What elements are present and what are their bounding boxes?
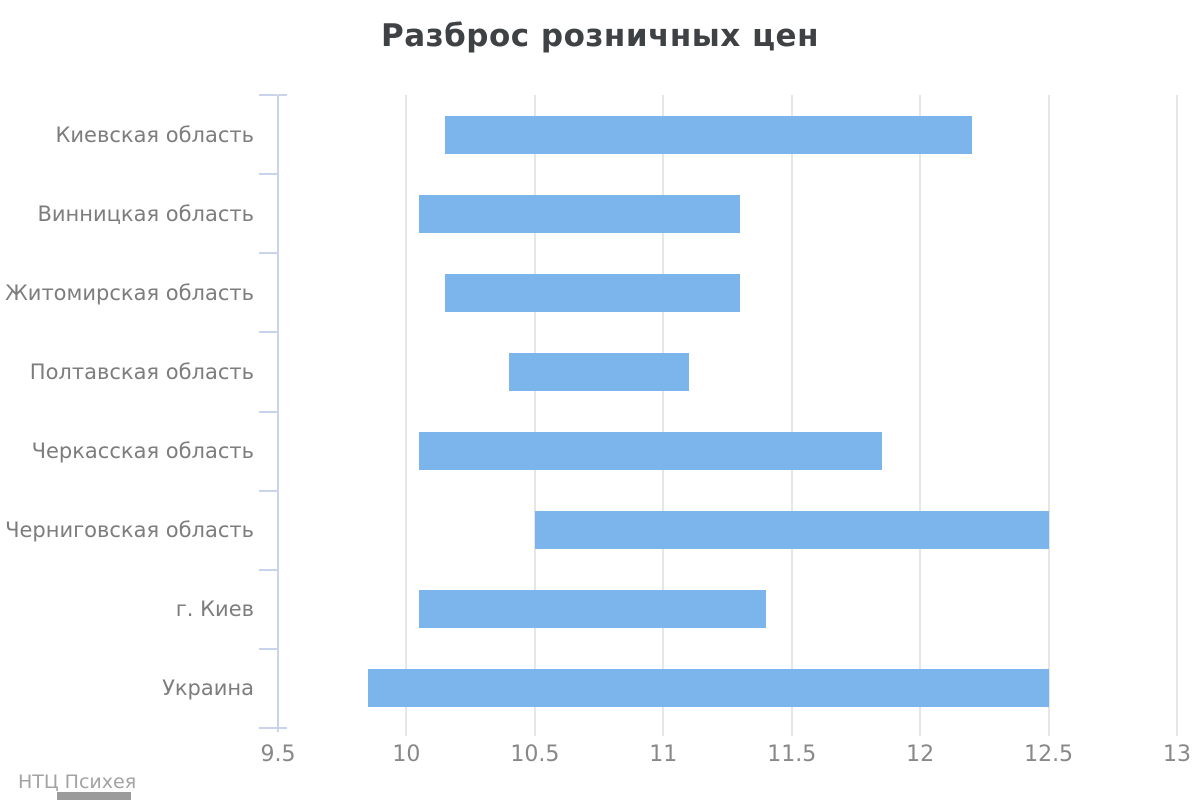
x-tick-label: 10.5 [510,742,560,767]
y-axis-tick [259,489,277,492]
range-bar[interactable] [509,352,689,391]
y-axis-tick [259,173,277,176]
gridline [662,95,665,736]
category-label: Житомирская область [5,280,254,305]
range-bar[interactable] [444,273,741,312]
category-label: Полтавская область [29,359,254,384]
y-axis-tick [259,647,277,650]
range-bar[interactable] [419,590,767,629]
x-tick-label: 11 [649,742,678,767]
bottom-edge-strip [57,792,131,800]
y-axis-tick [259,94,277,96]
x-tick-label: 9.5 [260,742,296,767]
y-axis-tick [259,410,277,413]
y-axis-line [277,95,279,732]
range-bar[interactable] [367,669,1049,708]
category-label: Черниговская область [5,518,254,543]
category-label: Черкасская область [31,439,254,464]
gridline [1047,95,1050,736]
y-axis-tick [259,568,277,571]
y-axis-corner-foot [278,94,287,96]
gridline [533,95,536,736]
gridline [1176,95,1178,736]
category-label: г. Киев [175,597,254,622]
gridline [405,95,408,736]
category-label: Киевская область [55,122,254,147]
source-watermark: НТЦ Психея [18,771,137,793]
y-axis-corner-foot [278,727,287,729]
chart-title: Разброс розничных цен [380,18,820,54]
category-label: Винницкая область [37,201,254,226]
range-bar[interactable] [444,115,972,154]
x-tick-label: 11.5 [767,742,817,767]
x-tick-label: 12.5 [1024,742,1074,767]
category-label: Украина [162,676,254,701]
range-bar[interactable] [534,511,1049,550]
y-axis-tick [259,331,277,334]
x-tick-label: 13 [1163,742,1191,767]
gridline [790,95,793,736]
y-axis-tick [259,727,277,729]
range-bar[interactable] [419,432,882,471]
y-axis-tick [259,252,277,255]
range-bar[interactable] [419,194,741,233]
plot-area [259,94,1178,736]
x-tick-label: 10 [392,742,421,767]
gridline [919,95,922,736]
x-tick-label: 12 [906,742,935,767]
